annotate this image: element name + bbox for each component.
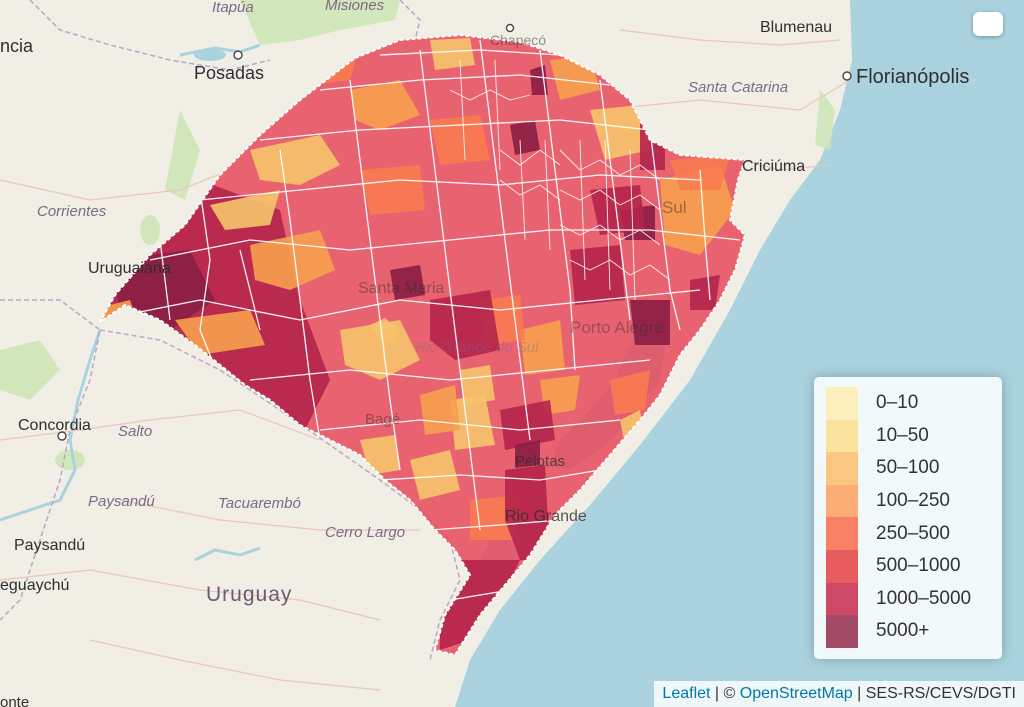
label-blumenau: Blumenau bbox=[760, 19, 832, 36]
legend-swatch bbox=[826, 452, 858, 485]
openstreetmap-link[interactable]: OpenStreetMap bbox=[739, 685, 853, 702]
label-pelotas: Pelotas bbox=[515, 453, 565, 470]
roads bbox=[0, 29, 851, 691]
legend-label: 500–1000 bbox=[876, 555, 961, 577]
attribution-separator-2: | bbox=[852, 685, 866, 702]
legend-item: 250–500 bbox=[826, 517, 990, 550]
label-uruguaiana: Uruguaiana bbox=[88, 260, 171, 277]
label-uruguay: Uruguay bbox=[206, 583, 292, 606]
label-porto-alegre: Porto Alegre bbox=[570, 318, 664, 337]
label-posadas: Posadas bbox=[194, 63, 264, 83]
label-santa-maria: Santa Maria bbox=[358, 280, 444, 297]
legend-label: 50–100 bbox=[876, 457, 940, 479]
legend-label: 5000+ bbox=[876, 620, 930, 642]
legend-swatch bbox=[826, 549, 858, 583]
legend-item: 5000+ bbox=[826, 615, 990, 648]
legend-item: 100–250 bbox=[826, 484, 990, 518]
legend-swatch bbox=[826, 582, 858, 616]
label-bage: Bagé bbox=[365, 411, 400, 428]
attribution-source: SES-RS/CEVS/DGTI bbox=[865, 685, 1016, 702]
posadas-dot bbox=[233, 50, 243, 60]
label-corrientes: Corrientes bbox=[37, 203, 107, 220]
layer-toggle-button[interactable] bbox=[973, 12, 1003, 36]
attribution: Leaflet | © OpenStreetMap | SES-RS/CEVS/… bbox=[654, 681, 1024, 707]
legend-swatch bbox=[826, 615, 858, 648]
label-chapeco: Chapecó bbox=[490, 32, 546, 48]
legend-label: 1000–5000 bbox=[876, 587, 972, 609]
label-encarnacion: ncia bbox=[0, 36, 34, 56]
label-paysandu-city: Paysandú bbox=[14, 537, 85, 554]
chapeco-dot bbox=[505, 23, 515, 33]
label-misiones: Misiones bbox=[325, 0, 385, 14]
label-florianopolis: Florianópolis bbox=[856, 66, 969, 88]
legend-item: 10–50 bbox=[826, 419, 990, 453]
legend: 0–10 10–50 50–100 100–250 250–500 500–1000 100… bbox=[814, 377, 1002, 659]
label-tacuarembo: Tacuarembó bbox=[218, 495, 301, 512]
legend-label: 250–500 bbox=[876, 522, 950, 544]
forest-areas bbox=[0, 0, 835, 470]
label-paysandu-region: Paysandú bbox=[88, 493, 155, 510]
label-rs-state: Rio Grande do Sul bbox=[415, 339, 539, 356]
admin-borders bbox=[0, 0, 461, 661]
legend-swatch bbox=[826, 484, 858, 518]
legend-label: 10–50 bbox=[876, 424, 929, 446]
leaflet-link[interactable]: Leaflet bbox=[662, 685, 711, 702]
label-concordia: Concordia bbox=[18, 417, 91, 434]
legend-swatch bbox=[826, 419, 858, 453]
legend-item: 1000–5000 bbox=[826, 582, 990, 616]
label-criciuma: Criciúma bbox=[742, 158, 805, 175]
label-salto: Salto bbox=[118, 423, 152, 440]
label-bottom-left: onte bbox=[0, 694, 29, 707]
legend-item: 50–100 bbox=[826, 452, 990, 485]
label-gualeguaychu: eguaychú bbox=[0, 577, 69, 594]
attribution-separator-1: | © bbox=[710, 685, 740, 702]
legend-swatch bbox=[826, 517, 858, 550]
label-santa-catarina: Santa Catarina bbox=[688, 79, 788, 96]
label-cerro-largo: Cerro Largo bbox=[325, 524, 405, 541]
legend-item: 0–10 bbox=[826, 387, 990, 420]
label-sul: Sul bbox=[662, 198, 687, 217]
legend-label: 100–250 bbox=[876, 490, 950, 512]
reservoir bbox=[194, 49, 226, 61]
label-rio-grande: Rio Grande bbox=[505, 508, 587, 525]
legend-item: 500–1000 bbox=[826, 549, 990, 583]
legend-label: 0–10 bbox=[876, 392, 919, 414]
concordia-dot bbox=[57, 431, 67, 441]
florianopolis-dot bbox=[842, 71, 852, 81]
legend-swatch bbox=[826, 387, 858, 420]
label-itapua: Itapúa bbox=[212, 0, 254, 16]
